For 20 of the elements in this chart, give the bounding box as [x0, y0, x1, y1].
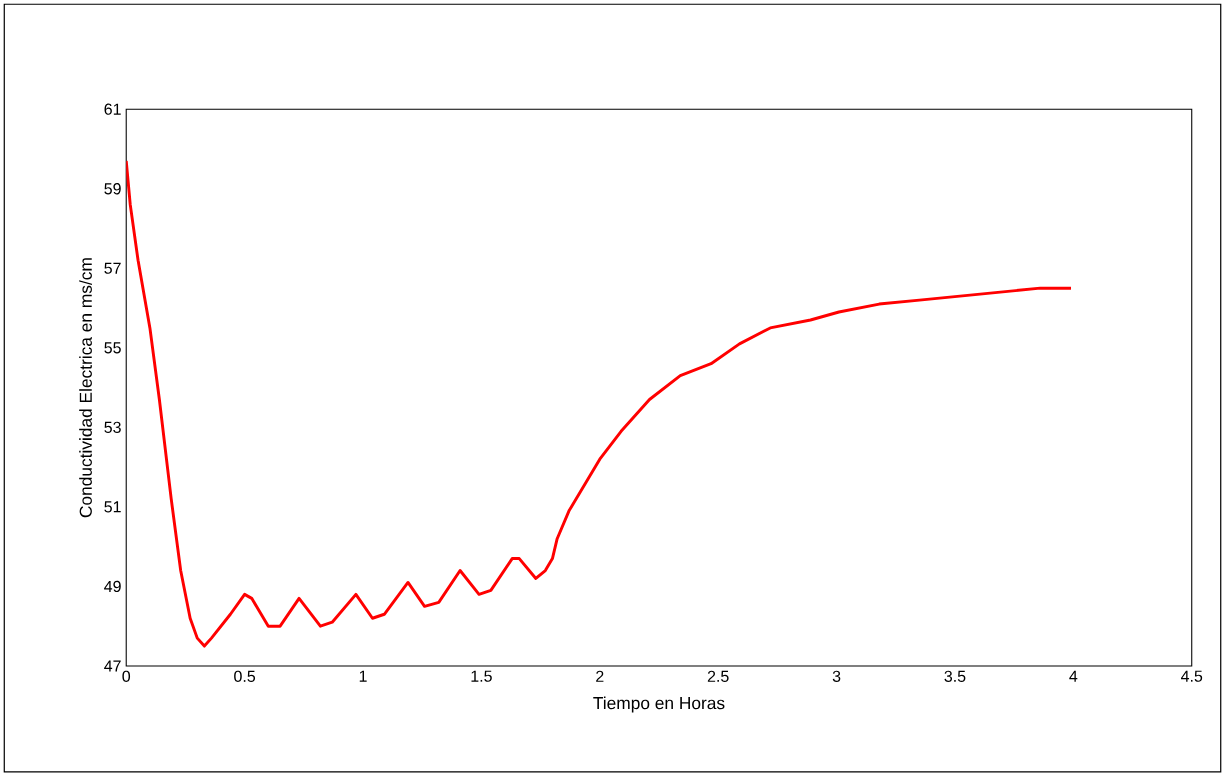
- x-tick-label: 3: [832, 670, 841, 682]
- y-tick-label: 57: [104, 262, 121, 274]
- x-tick-label: 1: [359, 670, 367, 682]
- x-tick-label: 4.5: [1181, 670, 1203, 682]
- x-tick-label: 2.5: [707, 670, 729, 682]
- x-tick-label: 4: [1069, 670, 1078, 682]
- x-tick-label: 3.5: [944, 670, 966, 682]
- x-tick-label: 0.5: [234, 670, 256, 682]
- y-tick-label: 55: [104, 342, 121, 354]
- y-tick-label: 61: [104, 103, 121, 115]
- x-axis-title: Tiempo en Horas: [593, 696, 725, 713]
- y-tick-label: 59: [104, 183, 121, 195]
- y-tick-label: 49: [104, 580, 121, 592]
- x-tick-label: 2: [596, 670, 604, 682]
- x-tick-label: 1.5: [471, 670, 492, 682]
- y-tick-label: 51: [104, 501, 121, 513]
- y-tick-label: 53: [104, 421, 121, 433]
- x-tick-label: 0: [122, 670, 131, 682]
- y-tick-label: 47: [104, 660, 121, 672]
- y-axis-title: Conductividad Electrica en ms/cm: [79, 258, 92, 518]
